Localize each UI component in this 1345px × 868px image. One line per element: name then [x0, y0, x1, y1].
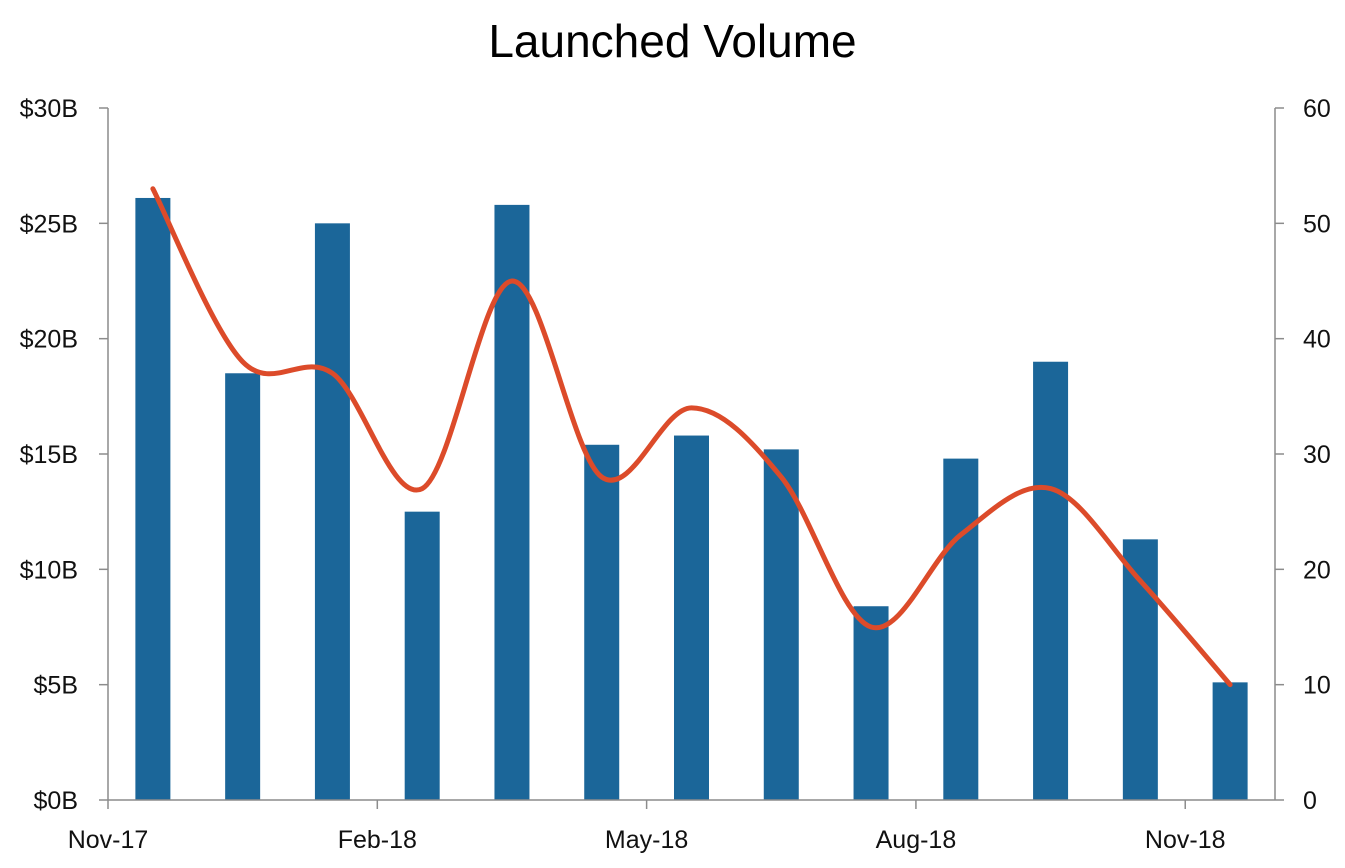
y-right-tick-label: 20 — [1303, 556, 1331, 584]
y-right-tick-label: 40 — [1303, 326, 1331, 354]
y-left-tick-label: $15B — [20, 441, 78, 469]
line-series-path — [150, 186, 1233, 688]
y-left-tick-label: $10B — [20, 556, 78, 584]
bar-feb-18 — [404, 511, 440, 800]
bar-apr-18 — [584, 444, 620, 800]
bar-jul-18 — [853, 606, 889, 800]
bar-nov-18 — [1212, 682, 1248, 800]
y-right-tick-label: 30 — [1303, 441, 1331, 469]
bar-aug-18 — [943, 458, 979, 800]
line-series — [150, 186, 1233, 688]
y-left-tick-label: $0B — [34, 787, 78, 815]
chart-axes — [99, 107, 1284, 809]
bar-jan-18 — [314, 223, 350, 801]
bar-dec-17 — [225, 373, 261, 800]
x-tick-label: Aug-18 — [876, 826, 957, 854]
y-right-tick-label: 60 — [1303, 95, 1331, 123]
y-left-tick-label: $20B — [20, 326, 78, 354]
bar-sep-18 — [1033, 361, 1069, 800]
x-tick-label: Nov-17 — [68, 826, 149, 854]
y-left-tick-label: $25B — [20, 210, 78, 238]
y-left-tick-label: $30B — [20, 95, 78, 123]
y-right-tick-label: 0 — [1303, 787, 1317, 815]
x-tick-label: Nov-18 — [1145, 826, 1226, 854]
y-left-tick-label: $5B — [34, 672, 78, 700]
bar-series — [135, 197, 1248, 801]
bar-may-18 — [674, 435, 709, 800]
chart-title: Launched Volume — [488, 15, 857, 67]
x-tick-label: Feb-18 — [338, 826, 417, 854]
tick-labels: $0B $5B $10B $15B $20B $25B $30B 0 10 20 30 40 50 60 N… — [20, 95, 1331, 854]
y-right-tick-label: 10 — [1303, 672, 1331, 700]
bar-nov-17 — [135, 197, 171, 800]
y-right-tick-label: 50 — [1303, 210, 1331, 238]
x-tick-label: May-18 — [605, 826, 688, 854]
bar-jun-18 — [763, 449, 799, 800]
bar-mar-18 — [494, 204, 530, 800]
